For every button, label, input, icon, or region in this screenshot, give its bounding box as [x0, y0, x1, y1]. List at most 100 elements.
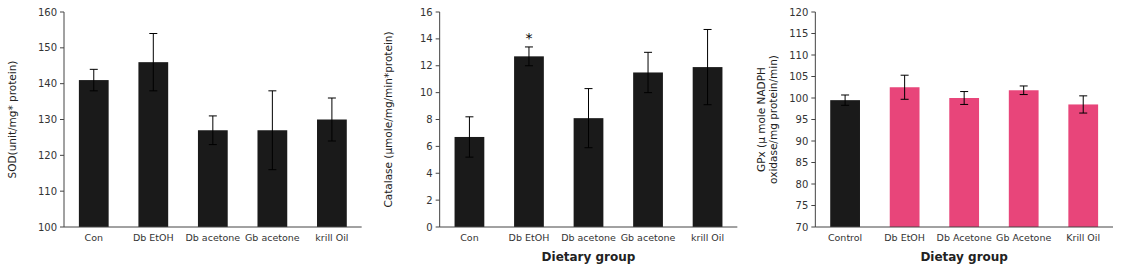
y-tick	[811, 162, 815, 163]
y-tick	[436, 12, 440, 13]
y-tick	[436, 146, 440, 147]
y-tick	[436, 119, 440, 120]
y-tick	[60, 47, 64, 48]
y-tick-label: 140	[38, 78, 57, 89]
y-axis-label: GPx (μ mole NADPHoxidase/mg protein/min)	[755, 55, 779, 184]
y-tick-label: 100	[789, 93, 808, 104]
error-cap	[960, 91, 968, 92]
x-tick-label: krill Oil	[315, 232, 348, 243]
error-line	[272, 91, 273, 170]
x-tick-label: krill Oil	[691, 232, 724, 243]
error-line	[707, 29, 708, 104]
x-tick-label: Con	[460, 232, 478, 243]
error-cap	[209, 144, 217, 145]
x-tick-label: Control	[828, 232, 862, 243]
y-tick-label: 80	[796, 179, 809, 190]
error-cap	[644, 52, 652, 53]
bar	[79, 80, 109, 227]
y-tick-label: 120	[38, 150, 57, 161]
error-cap	[585, 88, 593, 89]
y-axis-label-line: oxidase/mg protein/min)	[767, 55, 779, 184]
x-axis	[440, 227, 738, 228]
error-line	[845, 95, 846, 105]
y-tick	[811, 98, 815, 99]
y-tick	[811, 55, 815, 56]
y-tick-label: 8	[426, 114, 432, 125]
y-tick	[811, 141, 815, 142]
y-axis-label: Catalase (μmole/mg/min*protein)	[382, 31, 394, 207]
annotation: *	[525, 30, 532, 46]
error-bar	[328, 98, 336, 141]
error-bar	[960, 92, 968, 105]
error-bar	[841, 95, 849, 105]
y-tick-label: 115	[789, 28, 808, 39]
error-bar	[1079, 96, 1087, 113]
error-cap	[465, 116, 473, 117]
x-axis	[815, 227, 1113, 228]
figure: 100110120130140150160ConDb EtOHDb aceton…	[0, 0, 1127, 271]
y-tick	[811, 119, 815, 120]
y-tick	[436, 200, 440, 201]
y-tick-label: 100	[38, 222, 57, 233]
error-bar	[209, 116, 217, 145]
bar	[890, 87, 920, 227]
y-tick-label: 85	[796, 157, 809, 168]
error-bar	[585, 89, 593, 148]
y-tick-label: 4	[426, 168, 432, 179]
y-tick	[811, 12, 815, 13]
y-tick-label: 70	[796, 222, 809, 233]
y-tick-label: 95	[796, 114, 809, 125]
error-cap	[901, 75, 909, 76]
y-tick-label: 110	[38, 186, 57, 197]
y-tick	[60, 155, 64, 156]
error-cap	[644, 92, 652, 93]
bar	[633, 72, 663, 227]
error-bar	[90, 69, 98, 91]
x-tick-label: Gb acetone	[621, 232, 676, 243]
error-cap	[268, 90, 276, 91]
x-tick-label: Gb Acetone	[996, 232, 1051, 243]
error-cap	[960, 104, 968, 105]
error-line	[93, 69, 94, 91]
y-tick	[60, 83, 64, 84]
y-tick-label: 130	[38, 114, 57, 125]
error-cap	[1020, 94, 1028, 95]
y-tick-label: 150	[38, 42, 57, 53]
y-tick	[811, 33, 815, 34]
x-tick-label: Db EtOH	[884, 232, 925, 243]
error-cap	[841, 105, 849, 106]
y-tick	[60, 119, 64, 120]
bars	[79, 34, 347, 228]
error-bar	[465, 117, 473, 157]
panel: 707580859095100105110115120ControlDb EtO…	[755, 7, 1113, 265]
error-cap	[841, 94, 849, 95]
y-axis	[64, 12, 65, 227]
bar	[198, 130, 228, 227]
bars	[830, 75, 1098, 227]
error-cap	[90, 69, 98, 70]
y-tick	[811, 227, 815, 228]
error-line	[964, 92, 965, 105]
bar	[1068, 104, 1098, 227]
error-cap	[525, 46, 533, 47]
y-tick	[436, 92, 440, 93]
error-cap	[465, 157, 473, 158]
error-cap	[90, 90, 98, 91]
error-line	[1083, 96, 1084, 113]
error-line	[212, 116, 213, 145]
error-cap	[525, 65, 533, 66]
y-tick	[60, 227, 64, 228]
bar	[514, 56, 544, 227]
error-cap	[1079, 113, 1087, 114]
error-bar	[1020, 86, 1028, 95]
error-line	[648, 52, 649, 92]
y-tick-label: 16	[420, 7, 433, 18]
error-bar	[644, 52, 652, 92]
x-tick-label: Gb acetone	[245, 232, 300, 243]
error-bar	[704, 29, 712, 104]
error-line	[528, 47, 529, 66]
error-line	[331, 98, 332, 141]
error-cap	[704, 29, 712, 30]
error-line	[588, 89, 589, 148]
y-tick-label: 160	[38, 7, 57, 18]
